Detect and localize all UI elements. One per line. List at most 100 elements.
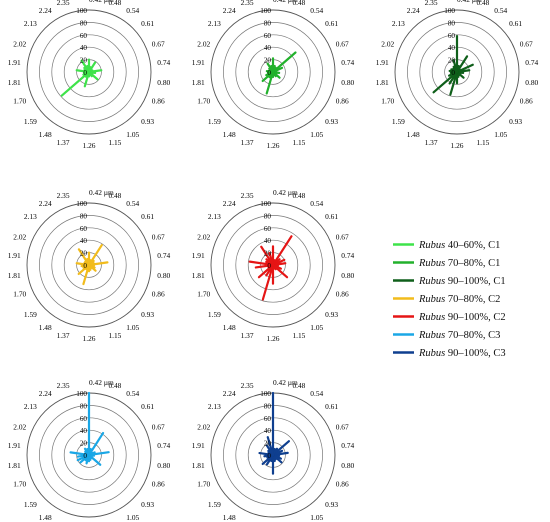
legend-label-1: Rubus 40–60%, C1 [418,240,500,251]
grid-ring-100 [210,202,336,328]
radial-tick-60: 60 [80,32,88,40]
spectral-label-21: 2.24 [223,6,236,15]
spectral-label-21: 2.24 [407,6,420,15]
data-spike-1-15 [60,70,91,97]
radial-tick-80: 80 [264,402,272,410]
spectral-label-17: 1.81 [192,461,205,470]
grid-ring-40 [63,239,115,291]
data-spike-7-22 [266,436,275,457]
radial-tick-100: 100 [76,200,87,208]
grid-ring-80 [223,22,323,122]
radial-tick-80: 80 [80,212,88,220]
spectral-label-16: 1.70 [197,290,210,299]
spectral-label-6: 0.74 [525,58,538,67]
data-spike-1-22 [86,64,91,74]
spectral-label-5: 0.67 [152,422,165,431]
radial-tick-100: 100 [444,7,455,15]
radial-tick-20: 20 [80,57,88,65]
radial-tick-0: 0 [451,69,455,77]
spectral-label-4: 0.61 [509,19,522,28]
spectral-label-8: 0.86 [336,97,349,106]
data-spike-5-18 [248,260,275,267]
spectral-label-18: 1.91 [192,58,205,67]
spectral-label-17: 1.81 [192,271,205,280]
spectral-label-11: 1.15 [108,331,121,340]
spectral-label-19: 2.02 [381,39,394,48]
spectral-label-22: 2.35 [241,191,254,200]
spectral-label-12: 1.26 [451,141,464,150]
grid-ring-60 [419,34,495,110]
spectral-label-10: 1.05 [310,130,323,139]
spectral-label-4: 0.61 [325,402,338,411]
spectral-label-6: 0.74 [341,441,354,450]
spectral-label-15: 1.59 [208,500,221,509]
legend-label-7: Rubus 90–100%, C3 [418,348,506,359]
spectral-label-22: 2.35 [57,191,70,200]
spectral-label-5: 0.67 [520,39,533,48]
spectral-label-4: 0.61 [141,402,154,411]
legend-label-2: Rubus 70–80%, C1 [418,258,500,269]
spectral-label-8: 0.86 [336,480,349,489]
radial-tick-100: 100 [76,390,87,398]
spectral-label-17: 1.81 [8,271,21,280]
spectral-label-19: 2.02 [13,232,26,241]
radial-tick-20: 20 [80,440,88,448]
spectral-label-21: 2.24 [39,199,52,208]
radial-tick-0: 0 [83,69,87,77]
radial-tick-40: 40 [264,237,272,245]
spectral-label-19: 2.02 [197,232,210,241]
spectral-label-13: 1.37 [57,331,70,340]
spectral-label-4: 0.61 [325,19,338,28]
grid-ring-100 [394,9,520,135]
spectral-label-2: 0.48 [292,0,305,7]
spectral-label-16: 1.70 [197,97,210,106]
spectral-label-1: 0.42 µm [89,0,114,4]
spectral-label-9: 0.93 [325,117,338,126]
spectral-label-18: 1.91 [8,58,21,67]
radial-tick-20: 20 [80,250,88,258]
spectral-label-7: 0.80 [341,271,354,280]
spectral-label-19: 2.02 [13,422,26,431]
grid-ring-80 [39,22,139,122]
spectral-label-20: 2.13 [24,212,37,221]
spectral-label-20: 2.13 [208,19,221,28]
spectral-label-16: 1.70 [13,480,26,489]
grid-ring-60 [235,34,311,110]
spectral-label-10: 1.05 [310,513,323,522]
spectral-label-11: 1.15 [292,138,305,147]
spectral-label-3: 0.54 [126,199,139,208]
spectral-label-22: 2.35 [425,0,438,7]
legend-label-6: Rubus 70–80%, C3 [418,330,500,341]
spectral-label-13: 1.37 [241,138,254,147]
spectral-label-7: 0.80 [341,78,354,87]
spectral-label-14: 1.48 [407,130,420,139]
spectral-label-5: 0.67 [336,422,349,431]
spectral-label-9: 0.93 [325,500,338,509]
radial-tick-80: 80 [264,212,272,220]
radial-tick-40: 40 [264,44,272,52]
legend-genus: Rubus [418,348,445,359]
legend-genus: Rubus [418,258,445,269]
spectral-label-15: 1.59 [24,117,37,126]
spectral-label-1: 0.42 µm [273,0,298,4]
spectral-label-7: 0.80 [157,271,170,280]
spectral-label-14: 1.48 [223,513,236,522]
radial-tick-80: 80 [448,19,456,27]
radial-tick-100: 100 [260,390,271,398]
spectral-label-16: 1.70 [381,97,394,106]
data-spike-3-13 [449,70,459,96]
spectral-label-1: 0.42 µm [273,188,298,197]
legend-detail: 70–80%, C1 [445,258,500,269]
legend-genus: Rubus [418,294,445,305]
spectral-label-17: 1.81 [376,78,389,87]
grid-ring-40 [247,46,299,98]
spectral-label-7: 0.80 [341,461,354,470]
spectral-label-1: 0.42 µm [273,378,298,387]
radial-tick-0: 0 [267,262,271,270]
data-spike-6-22 [86,447,91,457]
radial-tick-40: 40 [264,427,272,435]
spectral-label-10: 1.05 [310,323,323,332]
spectral-label-11: 1.15 [476,138,489,147]
